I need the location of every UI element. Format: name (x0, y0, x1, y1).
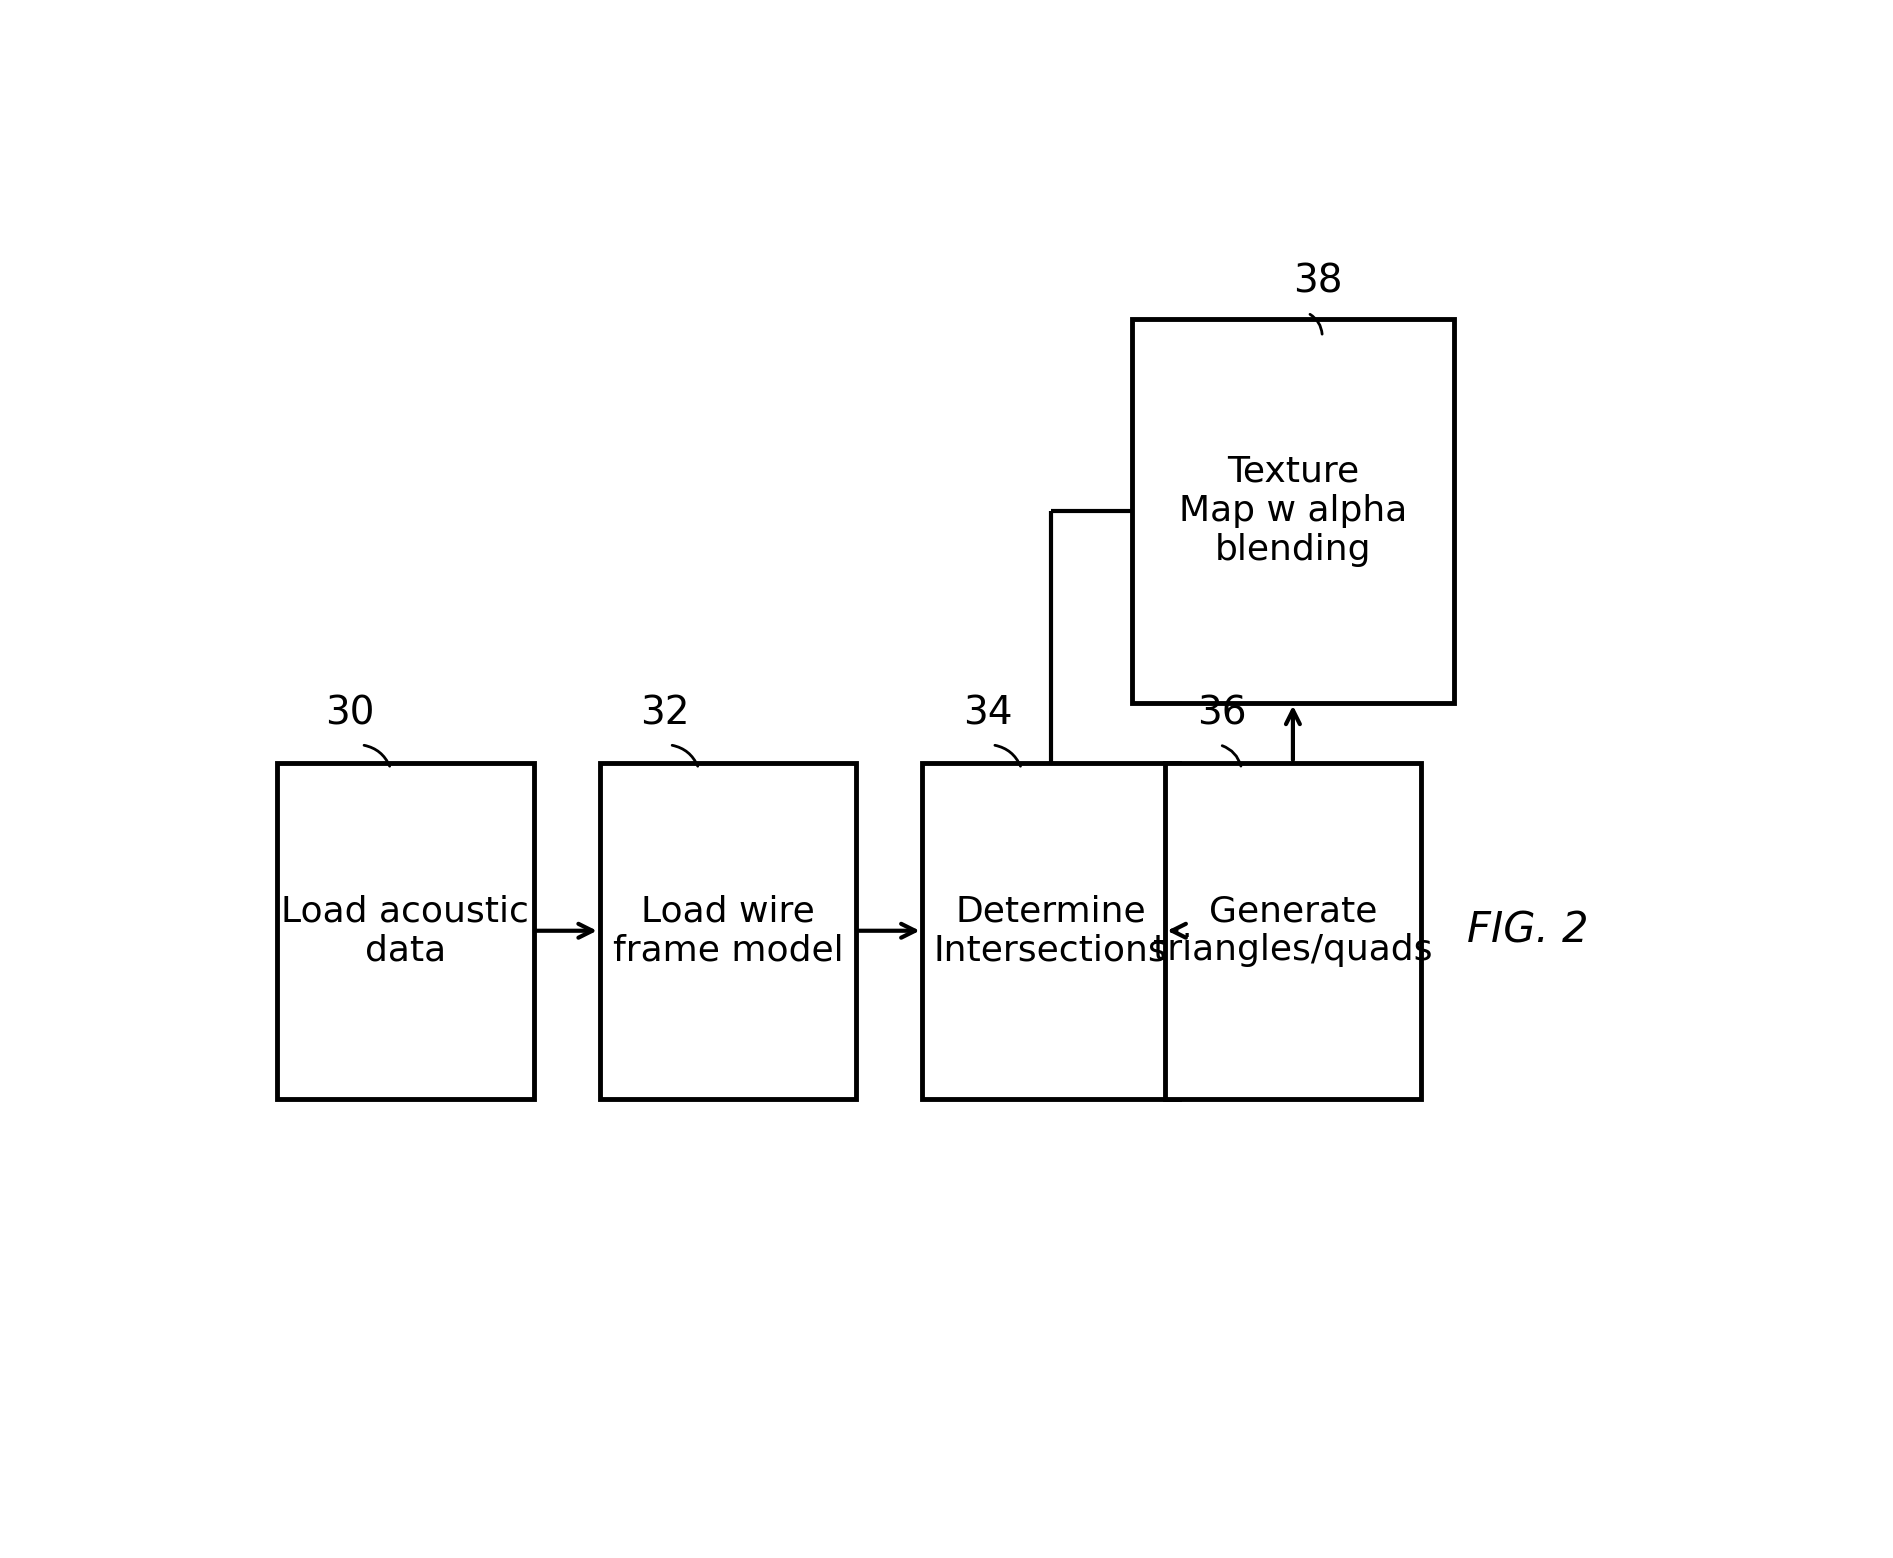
Text: FIG. 2: FIG. 2 (1467, 910, 1588, 952)
Bar (600, 763, 856, 1098)
Bar (922, 763, 1179, 1098)
Text: 34: 34 (964, 695, 1013, 732)
Text: Texture
Map w alpha
blending: Texture Map w alpha blending (1179, 455, 1406, 567)
Text: 30: 30 (326, 695, 375, 732)
Bar (276, 763, 534, 1098)
Text: Load acoustic
data: Load acoustic data (282, 894, 530, 968)
Text: 36: 36 (1198, 695, 1247, 732)
Bar (1132, 319, 1454, 703)
Text: Determine
Intersections: Determine Intersections (933, 894, 1168, 968)
Text: 38: 38 (1293, 263, 1342, 301)
Text: Generate
triangles/quads: Generate triangles/quads (1153, 894, 1433, 968)
Bar (1164, 763, 1422, 1098)
Text: Load wire
frame model: Load wire frame model (613, 894, 844, 968)
Text: 32: 32 (640, 695, 689, 732)
